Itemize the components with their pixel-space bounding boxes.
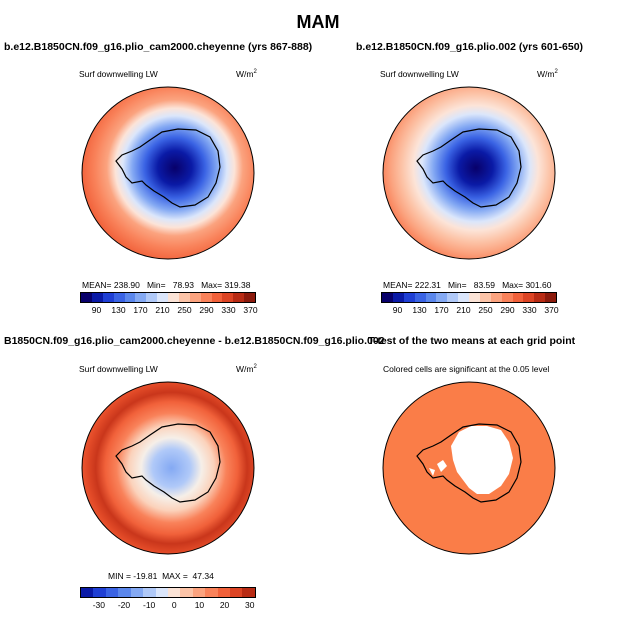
colorbar-swatch <box>501 293 513 302</box>
panel-4-field-label: Colored cells are significant at the 0.0… <box>383 364 550 374</box>
panel-4-polar-map <box>382 381 556 555</box>
colorbar-swatch <box>168 293 179 302</box>
colorbar-swatch <box>118 588 131 597</box>
colorbar-tick-label: 290 <box>199 305 214 315</box>
colorbar-tick-label: -10 <box>142 600 156 610</box>
colorbar-tick-label: 0 <box>171 600 177 610</box>
colorbar-tick-label: 20 <box>219 600 230 610</box>
antarctica-coastline <box>115 128 221 208</box>
colorbar-swatch <box>135 293 147 302</box>
colorbar-swatch <box>425 293 437 302</box>
panel-2-title: b.e12.B1850CN.f09_g16.plio.002 (yrs 601-… <box>356 41 584 53</box>
colorbar-swatch <box>102 293 114 302</box>
colorbar-tick-label: 10 <box>194 600 205 610</box>
panel-3-stats: MIN = -19.81 MAX = 47.34 <box>108 571 214 581</box>
colorbar-tick-label: 210 <box>155 305 170 315</box>
colorbar-swatch <box>91 293 103 302</box>
colorbar-swatch <box>178 293 190 302</box>
colorbar-swatch <box>230 588 243 597</box>
antarctica-coastline <box>416 423 522 503</box>
panel-1-title: b.e12.B1850CN.f09_g16.plio_cam2000.cheye… <box>4 41 313 53</box>
panel-1-units: W/m2 <box>236 69 257 79</box>
colorbar-swatch <box>105 588 119 597</box>
panel-2-colorbar-ticks: 90 130 170 210 250 290 330 370 <box>381 305 559 317</box>
colorbar-swatch <box>403 293 415 302</box>
colorbar-swatch <box>436 293 448 302</box>
colorbar-swatch <box>157 293 168 302</box>
panel-1-stats: MEAN= 238.90 Min= 78.93 Max= 319.38 <box>82 280 251 290</box>
colorbar-tick-label: 370 <box>243 305 258 315</box>
colorbar-swatch <box>205 588 218 597</box>
colorbar-tick-label: 130 <box>412 305 427 315</box>
colorbar-swatch <box>512 293 524 302</box>
colorbar-swatch <box>155 588 168 597</box>
colorbar-swatch <box>143 588 156 597</box>
colorbar-swatch <box>200 293 212 302</box>
colorbar-tick-label: 370 <box>544 305 559 315</box>
colorbar-tick-label: 170 <box>434 305 449 315</box>
colorbar-swatch <box>130 588 144 597</box>
colorbar-swatch <box>81 293 92 302</box>
colorbar-swatch <box>217 588 231 597</box>
colorbar-tick-label: 30 <box>244 600 255 610</box>
antarctica-coastline <box>115 423 221 503</box>
colorbar-swatch <box>469 293 480 302</box>
colorbar-swatch <box>167 588 181 597</box>
colorbar-swatch <box>382 293 393 302</box>
colorbar-tick-label: 90 <box>392 305 403 315</box>
panel-1-polar-map <box>81 86 255 260</box>
colorbar-swatch <box>490 293 502 302</box>
colorbar-tick-label: 130 <box>111 305 126 315</box>
colorbar-tick-label: 290 <box>500 305 515 315</box>
colorbar-swatch <box>189 293 201 302</box>
panel-1-field-label: Surf downwelling LW <box>79 69 158 79</box>
panel-3-units: W/m2 <box>236 364 257 374</box>
colorbar-swatch <box>124 293 136 302</box>
colorbar-swatch <box>211 293 223 302</box>
panel-2-polar-map <box>382 86 556 260</box>
colorbar-swatch <box>545 293 556 302</box>
colorbar-tick-label: 210 <box>456 305 471 315</box>
colorbar-tick-label: 170 <box>133 305 148 315</box>
colorbar-swatch <box>392 293 404 302</box>
colorbar-swatch <box>414 293 426 302</box>
panel-3-polar-map <box>81 381 255 555</box>
panel-2-units: W/m2 <box>537 69 558 79</box>
colorbar-swatch <box>479 293 491 302</box>
panel-1-colorbar <box>80 292 256 303</box>
colorbar-tick-label: 330 <box>221 305 236 315</box>
colorbar-swatch <box>244 293 255 302</box>
antarctica-coastline <box>416 128 522 208</box>
colorbar-swatch <box>192 588 206 597</box>
panel-3-colorbar-ticks: -30 -20 -10 0 10 20 30 <box>80 600 256 612</box>
colorbar-swatch <box>523 293 535 302</box>
colorbar-tick-label: 90 <box>91 305 102 315</box>
colorbar-swatch <box>233 293 245 302</box>
colorbar-swatch <box>447 293 459 302</box>
panel-3-colorbar <box>80 587 256 598</box>
colorbar-swatch <box>146 293 158 302</box>
significance-mask <box>451 426 513 494</box>
colorbar-swatch <box>81 588 94 597</box>
colorbar-tick-label: 250 <box>478 305 493 315</box>
colorbar-swatch <box>113 293 125 302</box>
colorbar-swatch <box>222 293 234 302</box>
colorbar-tick-label: -20 <box>117 600 131 610</box>
colorbar-swatch <box>180 588 193 597</box>
colorbar-swatch <box>242 588 255 597</box>
colorbar-swatch <box>534 293 546 302</box>
panel-2-stats: MEAN= 222.31 Min= 83.59 Max= 301.60 <box>383 280 552 290</box>
figure-title: MAM <box>296 12 340 32</box>
panel-4-title: T-test of the two means at each grid poi… <box>368 335 576 347</box>
colorbar-tick-label: 250 <box>177 305 192 315</box>
panel-3-title: B1850CN.f09_g16.plio_cam2000.cheyenne - … <box>4 335 385 347</box>
panel-3-field-label: Surf downwelling LW <box>79 364 158 374</box>
colorbar-swatch <box>93 588 106 597</box>
colorbar-tick-label: -30 <box>92 600 105 610</box>
colorbar-tick-label: 330 <box>522 305 537 315</box>
colorbar-swatch <box>458 293 469 302</box>
panel-2-field-label: Surf downwelling LW <box>380 69 459 79</box>
panel-2-colorbar <box>381 292 557 303</box>
panel-1-colorbar-ticks: 90 130 170 210 250 290 330 370 <box>80 305 258 317</box>
